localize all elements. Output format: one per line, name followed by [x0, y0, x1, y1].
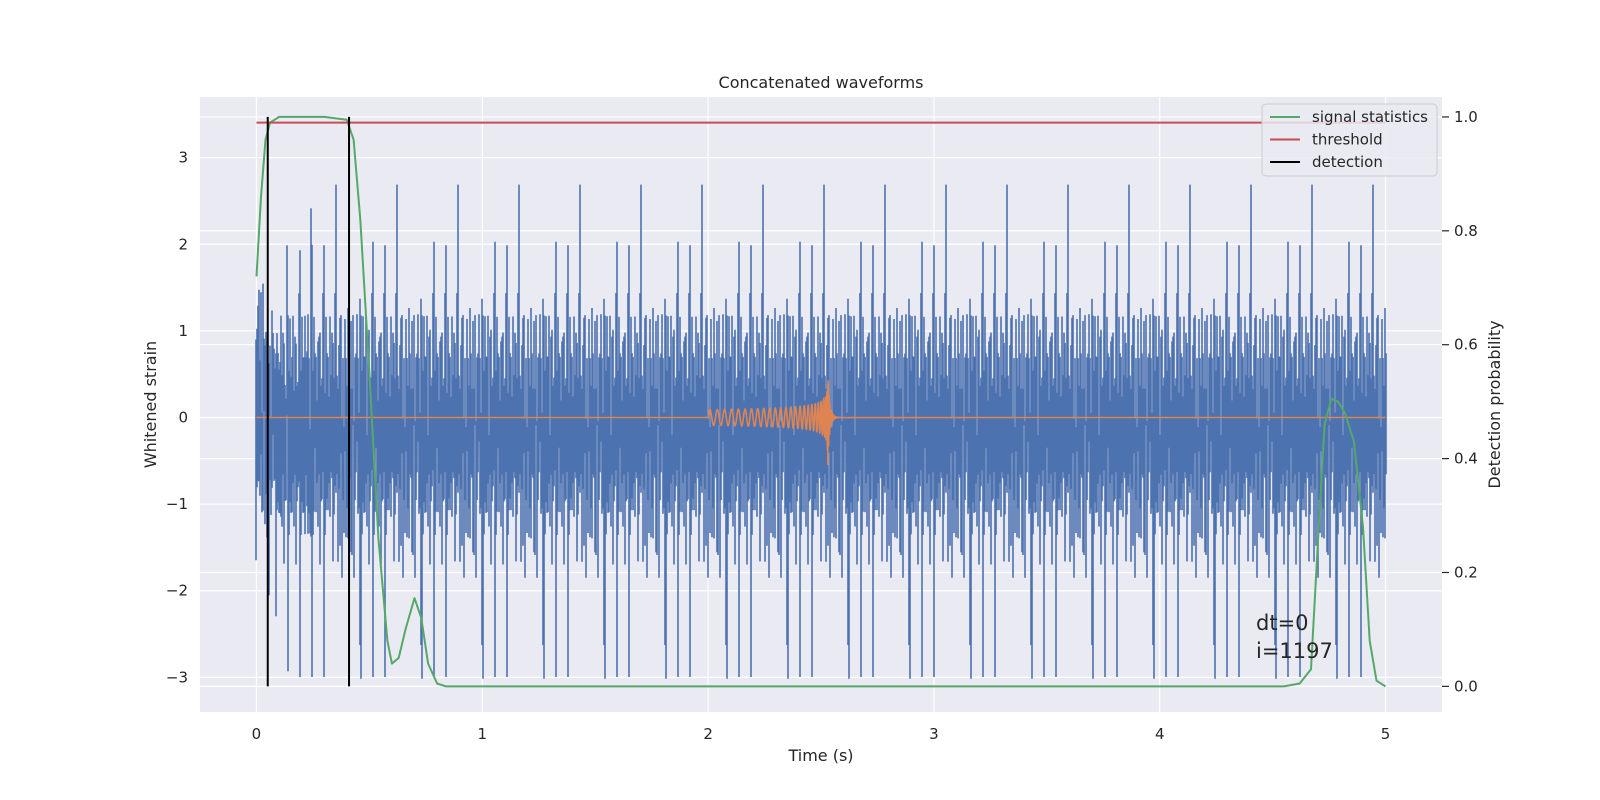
y2-tick-label: 0.4	[1454, 450, 1478, 468]
y-tick-label: −3	[166, 668, 188, 686]
probability-series	[255, 115, 1387, 688]
legend-entry-detection: detection	[1312, 153, 1383, 171]
legend-entry-signal-statistics: signal statistics	[1312, 108, 1428, 126]
y-tick-label: 2	[178, 235, 188, 253]
axis-ticks: 0 1 2 3 4 5 −3 −2 −1 0 1 2 3 0.0 0.2 0.4 0.6 0.8 1.0	[166, 108, 1478, 743]
signal-statistics-line	[255, 115, 1387, 688]
y-tick-label: −2	[166, 582, 188, 600]
y2-tick-label: 0.6	[1454, 336, 1478, 354]
y2-tick-label: 0.2	[1454, 563, 1478, 581]
x-tick-label: 3	[929, 725, 939, 743]
chirp-series	[256, 380, 1386, 466]
y2-tick-label: 1.0	[1454, 108, 1478, 126]
y-tick-label: 0	[178, 408, 188, 426]
x-tick-label: 0	[252, 725, 262, 743]
y-tick-label: 1	[178, 322, 188, 340]
y-tick-label: 3	[178, 149, 188, 167]
x-tick-label: 5	[1381, 725, 1391, 743]
x-tick-label: 2	[703, 725, 713, 743]
legend-box	[1261, 103, 1438, 177]
y2-axis-label: Detection probability	[1485, 320, 1504, 488]
x-axis-label: Time (s)	[787, 746, 853, 765]
legend-entry-threshold: threshold	[1312, 131, 1383, 149]
chart-title: Concatenated waveforms	[719, 73, 924, 92]
annotation-dt: dt=0	[1256, 611, 1309, 635]
y2-tick-label: 0.8	[1454, 222, 1478, 240]
chirp-trace	[256, 380, 1386, 466]
y-axis-label: Whitened strain	[141, 341, 160, 468]
x-tick-label: 1	[477, 725, 487, 743]
y2-tick-label: 0.0	[1454, 677, 1478, 695]
legend: signal statistics threshold detection	[1261, 103, 1438, 177]
annotation-index: i=1197	[1256, 639, 1333, 663]
y-tick-label: −1	[166, 495, 188, 513]
x-tick-label: 4	[1155, 725, 1165, 743]
